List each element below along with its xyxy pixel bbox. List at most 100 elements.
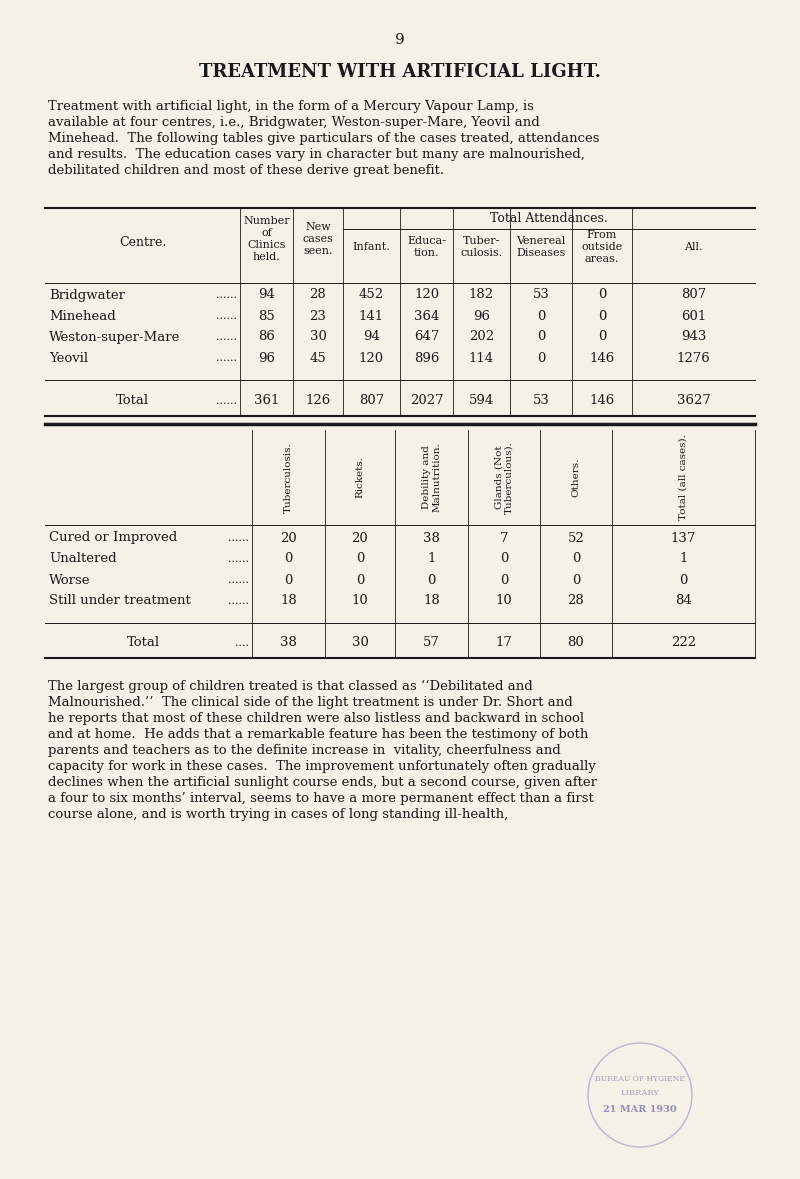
- Text: Worse: Worse: [49, 573, 90, 586]
- Text: Weston-super-Mare: Weston-super-Mare: [49, 330, 180, 343]
- Text: 0: 0: [598, 289, 606, 302]
- Text: 84: 84: [675, 594, 692, 607]
- Text: ......: ......: [216, 311, 237, 321]
- Text: Rickets.: Rickets.: [355, 456, 365, 499]
- Text: declines when the artificial sunlight course ends, but a second course, given af: declines when the artificial sunlight co…: [48, 776, 597, 789]
- Text: 452: 452: [359, 289, 384, 302]
- Text: Malnourished.’’  The clinical side of the light treatment is under Dr. Short and: Malnourished.’’ The clinical side of the…: [48, 696, 573, 709]
- Text: 18: 18: [280, 594, 297, 607]
- Text: ......: ......: [216, 332, 237, 342]
- Text: 0: 0: [572, 553, 580, 566]
- Text: 45: 45: [310, 351, 326, 364]
- Text: Total (all cases).: Total (all cases).: [679, 435, 688, 520]
- Text: Still under treatment: Still under treatment: [49, 594, 190, 607]
- Text: 120: 120: [414, 289, 439, 302]
- Text: ......: ......: [216, 290, 237, 299]
- Text: 53: 53: [533, 395, 550, 408]
- Text: The largest group of children treated is that classed as ‘‘Debilitated and: The largest group of children treated is…: [48, 680, 533, 693]
- Text: course alone, and is worth trying in cases of long standing ill-health,: course alone, and is worth trying in cas…: [48, 808, 508, 821]
- Text: From
outside
areas.: From outside areas.: [582, 230, 622, 264]
- Text: 0: 0: [537, 351, 545, 364]
- Text: 146: 146: [590, 395, 614, 408]
- Text: 601: 601: [681, 310, 706, 323]
- Text: 3627: 3627: [677, 395, 710, 408]
- Text: BUREAU OF HYGIENE: BUREAU OF HYGIENE: [595, 1075, 685, 1084]
- Text: 38: 38: [423, 532, 440, 545]
- Text: 52: 52: [568, 532, 584, 545]
- Text: 807: 807: [359, 395, 384, 408]
- Text: ......: ......: [216, 396, 237, 406]
- Text: 1276: 1276: [677, 351, 710, 364]
- Text: Bridgwater: Bridgwater: [49, 289, 125, 302]
- Text: parents and teachers as to the definite increase in  vitality, cheerfulness and: parents and teachers as to the definite …: [48, 744, 561, 757]
- Text: Centre.: Centre.: [119, 237, 166, 250]
- Text: ....: ....: [235, 638, 249, 648]
- Text: Total Attendances.: Total Attendances.: [490, 212, 608, 225]
- Text: 10: 10: [496, 594, 512, 607]
- Text: 943: 943: [681, 330, 706, 343]
- Text: 28: 28: [568, 594, 584, 607]
- Text: 80: 80: [568, 637, 584, 650]
- Text: 202: 202: [469, 330, 494, 343]
- Text: 1: 1: [427, 553, 436, 566]
- Text: 126: 126: [306, 395, 330, 408]
- Text: 0: 0: [356, 573, 364, 586]
- Text: Total: Total: [127, 637, 160, 650]
- Text: 141: 141: [359, 310, 384, 323]
- Text: 361: 361: [254, 395, 279, 408]
- Text: 222: 222: [671, 637, 696, 650]
- Text: 364: 364: [414, 310, 439, 323]
- Text: ......: ......: [228, 533, 249, 544]
- Text: 0: 0: [537, 330, 545, 343]
- Text: capacity for work in these cases.  The improvement unfortunately often gradually: capacity for work in these cases. The im…: [48, 760, 596, 773]
- Text: available at four centres, i.e., Bridgwater, Weston-super-Mare, Yeovil and: available at four centres, i.e., Bridgwa…: [48, 116, 540, 129]
- Text: 18: 18: [423, 594, 440, 607]
- Text: 86: 86: [258, 330, 275, 343]
- Text: 57: 57: [423, 637, 440, 650]
- Text: 21 MAR 1930: 21 MAR 1930: [603, 1105, 677, 1113]
- Text: 0: 0: [537, 310, 545, 323]
- Text: 120: 120: [359, 351, 384, 364]
- Text: 10: 10: [352, 594, 368, 607]
- Text: 0: 0: [500, 553, 508, 566]
- Text: LIBRARY: LIBRARY: [621, 1089, 659, 1096]
- Text: Treatment with artificial light, in the form of a Mercury Vapour Lamp, is: Treatment with artificial light, in the …: [48, 100, 534, 113]
- Text: 30: 30: [310, 330, 326, 343]
- Text: Tuber-
culosis.: Tuber- culosis.: [460, 236, 502, 258]
- Text: Others.: Others.: [571, 457, 581, 498]
- Text: Tuberculosis.: Tuberculosis.: [284, 442, 293, 513]
- Text: 0: 0: [598, 330, 606, 343]
- Text: a four to six months’ interval, seems to have a more permanent effect than a fir: a four to six months’ interval, seems to…: [48, 792, 594, 805]
- Text: 20: 20: [352, 532, 368, 545]
- Text: and results.  The education cases vary in character but many are malnourished,: and results. The education cases vary in…: [48, 149, 585, 162]
- Text: Educa-
tion.: Educa- tion.: [407, 236, 446, 258]
- Text: 17: 17: [495, 637, 513, 650]
- Text: 1: 1: [679, 553, 688, 566]
- Text: 114: 114: [469, 351, 494, 364]
- Text: New
cases
seen.: New cases seen.: [302, 222, 334, 256]
- Text: Cured or Improved: Cured or Improved: [49, 532, 178, 545]
- Text: ......: ......: [228, 554, 249, 564]
- Text: 28: 28: [310, 289, 326, 302]
- Text: 807: 807: [681, 289, 706, 302]
- Text: TREATMENT WITH ARTIFICIAL LIGHT.: TREATMENT WITH ARTIFICIAL LIGHT.: [199, 62, 601, 81]
- Text: 20: 20: [280, 532, 297, 545]
- Text: ......: ......: [228, 575, 249, 585]
- Text: 96: 96: [258, 351, 275, 364]
- Text: 96: 96: [473, 310, 490, 323]
- Text: Glands (Not
Tuberculous).: Glands (Not Tuberculous).: [494, 441, 514, 514]
- Text: 594: 594: [469, 395, 494, 408]
- Text: 182: 182: [469, 289, 494, 302]
- Text: Venereal
Diseases: Venereal Diseases: [516, 236, 566, 258]
- Text: Total: Total: [116, 395, 149, 408]
- Text: 137: 137: [671, 532, 696, 545]
- Text: Minehead: Minehead: [49, 310, 116, 323]
- Text: 0: 0: [356, 553, 364, 566]
- Text: 7: 7: [500, 532, 508, 545]
- Text: Number
of
Clinics
held.: Number of Clinics held.: [243, 216, 290, 262]
- Text: ......: ......: [216, 353, 237, 363]
- Text: 38: 38: [280, 637, 297, 650]
- Text: 0: 0: [284, 573, 293, 586]
- Text: 53: 53: [533, 289, 550, 302]
- Text: 0: 0: [500, 573, 508, 586]
